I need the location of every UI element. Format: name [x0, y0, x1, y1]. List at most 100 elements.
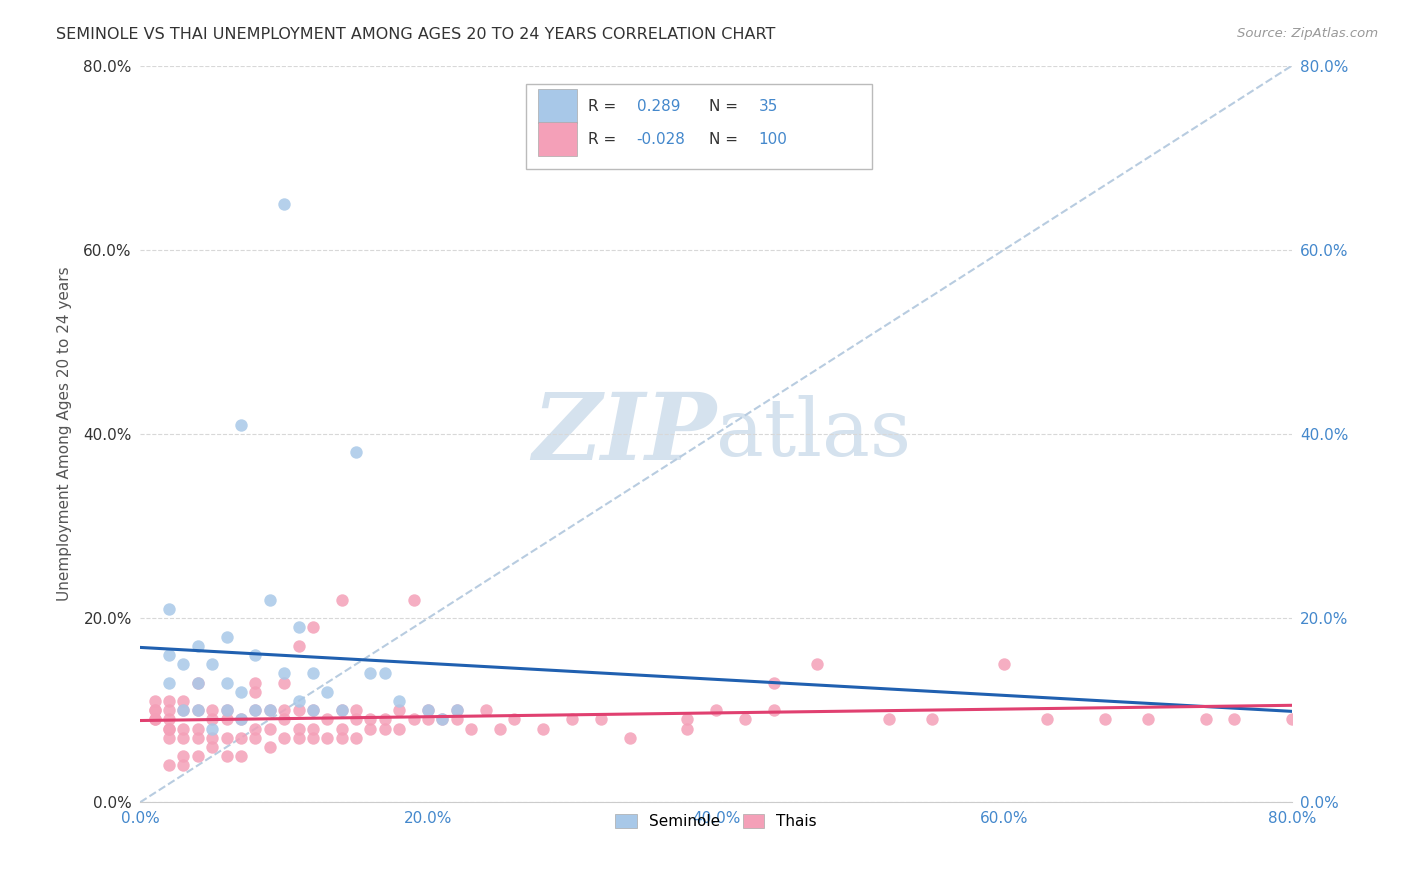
Point — [273, 196, 295, 211]
Text: 100: 100 — [759, 132, 787, 147]
Point — [374, 712, 396, 726]
Point — [245, 731, 267, 745]
Point — [259, 739, 281, 754]
Point — [344, 712, 367, 726]
Point — [245, 648, 267, 662]
Point — [460, 722, 482, 736]
Text: N =: N = — [709, 132, 738, 147]
Point — [489, 722, 512, 736]
Point — [245, 722, 267, 736]
Text: -0.028: -0.028 — [637, 132, 686, 147]
Point — [201, 712, 224, 726]
Point — [877, 712, 900, 726]
Point — [157, 731, 180, 745]
Point — [330, 731, 353, 745]
Point — [172, 731, 194, 745]
Point — [316, 731, 339, 745]
Point — [157, 694, 180, 708]
Point — [143, 712, 166, 726]
Point — [302, 666, 325, 681]
Point — [245, 703, 267, 717]
Text: 35: 35 — [759, 99, 778, 113]
Point — [172, 749, 194, 764]
Point — [330, 592, 353, 607]
Point — [172, 758, 194, 772]
Text: R =: R = — [588, 99, 616, 113]
Point — [1036, 712, 1059, 726]
Point — [704, 703, 727, 717]
Point — [229, 417, 252, 432]
Point — [201, 731, 224, 745]
Point — [157, 675, 180, 690]
Point — [1281, 712, 1303, 726]
Point — [215, 731, 238, 745]
Point — [245, 703, 267, 717]
Point — [273, 666, 295, 681]
Point — [215, 675, 238, 690]
Point — [344, 445, 367, 459]
Point — [446, 703, 468, 717]
Point — [388, 703, 411, 717]
Point — [157, 602, 180, 616]
Point — [229, 731, 252, 745]
Point — [287, 722, 309, 736]
Point — [143, 703, 166, 717]
Point — [157, 722, 180, 736]
Point — [187, 639, 209, 653]
Point — [344, 703, 367, 717]
Point — [302, 703, 325, 717]
Point — [259, 703, 281, 717]
Point — [330, 703, 353, 717]
Point — [273, 712, 295, 726]
Point — [273, 675, 295, 690]
Point — [187, 675, 209, 690]
Text: R =: R = — [588, 132, 616, 147]
Point — [143, 712, 166, 726]
Point — [302, 703, 325, 717]
Point — [416, 703, 439, 717]
Point — [287, 639, 309, 653]
Point — [374, 722, 396, 736]
FancyBboxPatch shape — [537, 89, 576, 123]
Point — [474, 703, 496, 717]
Point — [993, 657, 1015, 672]
Point — [762, 675, 785, 690]
Point — [215, 630, 238, 644]
Point — [402, 592, 425, 607]
Point — [344, 731, 367, 745]
Point — [245, 675, 267, 690]
Point — [762, 703, 785, 717]
Point — [446, 712, 468, 726]
Point — [201, 739, 224, 754]
Point — [330, 703, 353, 717]
Point — [259, 722, 281, 736]
Text: 0.289: 0.289 — [637, 99, 681, 113]
Point — [360, 666, 382, 681]
Point — [432, 712, 454, 726]
Point — [561, 712, 583, 726]
Point — [388, 722, 411, 736]
Point — [1094, 712, 1116, 726]
Point — [432, 712, 454, 726]
Point — [287, 703, 309, 717]
Point — [402, 712, 425, 726]
Point — [302, 731, 325, 745]
Point — [157, 758, 180, 772]
Y-axis label: Unemployment Among Ages 20 to 24 years: Unemployment Among Ages 20 to 24 years — [58, 267, 72, 601]
Point — [172, 703, 194, 717]
Point — [446, 703, 468, 717]
Point — [187, 722, 209, 736]
Point — [676, 712, 699, 726]
Point — [374, 666, 396, 681]
Point — [201, 722, 224, 736]
Point — [503, 712, 526, 726]
Point — [531, 722, 554, 736]
Point — [302, 722, 325, 736]
Point — [215, 749, 238, 764]
Point — [201, 703, 224, 717]
Point — [229, 749, 252, 764]
Text: SEMINOLE VS THAI UNEMPLOYMENT AMONG AGES 20 TO 24 YEARS CORRELATION CHART: SEMINOLE VS THAI UNEMPLOYMENT AMONG AGES… — [56, 27, 776, 42]
FancyBboxPatch shape — [526, 84, 872, 169]
Point — [287, 694, 309, 708]
Point — [157, 712, 180, 726]
